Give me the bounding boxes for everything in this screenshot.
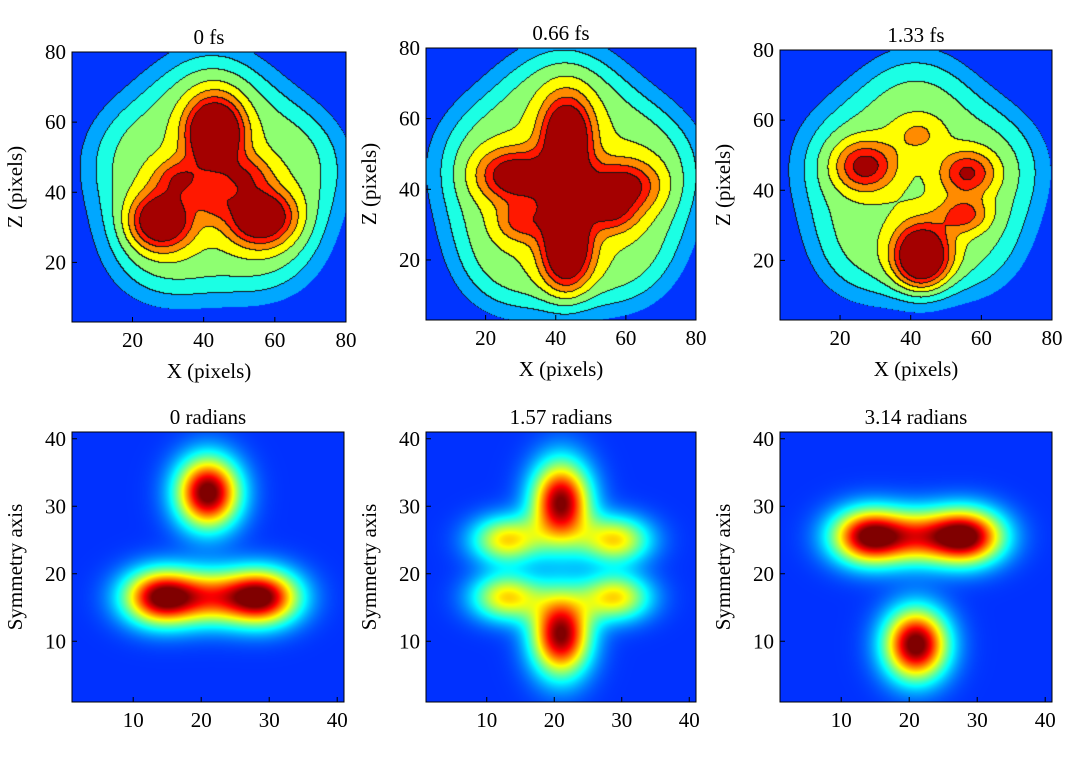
x-tick-label: 20 — [830, 326, 851, 350]
chart-title: 1.57 radians — [510, 405, 613, 429]
chart-panel-3: 20 40 60 80 20 40 60 80 1.33 fs X (pixels) Z (pixe… — [710, 10, 1063, 382]
y-tick-label: 80 — [45, 40, 66, 64]
chart-title: 0 fs — [194, 25, 225, 49]
x-tick-label: 20 — [122, 328, 143, 352]
x-tick-label: 40 — [900, 326, 921, 350]
x-tick-label: 40 — [545, 326, 566, 350]
y-axis-label: Z (pixels) — [357, 143, 381, 225]
chart-title: 0 radians — [170, 405, 246, 429]
plot-frame — [71, 51, 347, 323]
x-tick-label: 60 — [971, 326, 992, 350]
chart-panel-4: 10 20 30 40 10 20 30 40 0 radians Symmetry axis — [2, 392, 350, 764]
y-tick-label: 10 — [45, 629, 66, 653]
y-tick-label: 30 — [399, 494, 420, 518]
y-axis-label: Symmetry axis — [357, 504, 381, 631]
plot-frame — [425, 47, 697, 321]
heatmap-image — [780, 50, 1052, 320]
chart-title: 1.33 fs — [887, 23, 944, 47]
chart-title: 0.66 fs — [532, 21, 589, 45]
x-tick-label: 80 — [1042, 326, 1063, 350]
y-tick-label: 20 — [753, 562, 774, 586]
x-tick-label: 40 — [1035, 708, 1056, 732]
chart-svg-6: 10 20 30 40 10 20 30 40 3.14 radians Symmetry axi… — [711, 405, 1056, 732]
x-axis-label: X (pixels) — [167, 359, 252, 383]
x-tick-label: 80 — [686, 326, 707, 350]
y-tick-label: 20 — [399, 562, 420, 586]
heatmap-image — [72, 432, 344, 702]
chart-svg-1: 20 40 60 80 20 40 60 80 0 fs X (pixels) Z (pixels) — [3, 25, 357, 383]
x-tick-label: 20 — [544, 708, 565, 732]
x-tick-label: 60 — [615, 326, 636, 350]
x-tick-label: 30 — [259, 708, 280, 732]
x-tick-label: 30 — [967, 708, 988, 732]
chart-panel-1: 20 40 60 80 20 40 60 80 0 fs X (pixels) Z (pixels) — [2, 12, 357, 384]
y-tick-label: 40 — [45, 180, 66, 204]
x-tick-label: 60 — [264, 328, 285, 352]
plot-frame — [71, 431, 345, 703]
x-tick-label: 20 — [475, 326, 496, 350]
chart-svg-2: 20 40 60 80 20 40 60 80 0.66 fs X (pixels) Z (pixe… — [357, 21, 707, 381]
heatmap-image — [426, 48, 696, 320]
x-tick-label: 20 — [899, 708, 920, 732]
x-tick-label: 10 — [831, 708, 852, 732]
y-tick-label: 10 — [753, 629, 774, 653]
y-tick-label: 20 — [399, 248, 420, 272]
chart-title: 3.14 radians — [865, 405, 968, 429]
heatmap-image — [72, 52, 346, 322]
y-tick-label: 10 — [399, 629, 420, 653]
heatmap-image — [426, 432, 696, 702]
y-axis-label: Symmetry axis — [711, 504, 735, 631]
chart-panel-6: 10 20 30 40 10 20 30 40 3.14 radians Symmetry axi… — [710, 392, 1058, 764]
y-tick-label: 20 — [45, 562, 66, 586]
x-tick-label: 40 — [193, 328, 214, 352]
x-tick-label: 40 — [327, 708, 348, 732]
x-axis-label: X (pixels) — [874, 357, 959, 381]
y-tick-label: 60 — [45, 110, 66, 134]
y-axis-label: Z (pixels) — [711, 144, 735, 226]
x-tick-label: 10 — [123, 708, 144, 732]
chart-svg-3: 20 40 60 80 20 40 60 80 1.33 fs X (pixels) Z (pixe… — [711, 23, 1063, 381]
chart-panel-2: 20 40 60 80 20 40 60 80 0.66 fs X (pixels) Z (pixe… — [356, 8, 707, 382]
y-tick-label: 40 — [399, 427, 420, 451]
y-tick-label: 80 — [399, 36, 420, 60]
y-tick-label: 20 — [45, 250, 66, 274]
y-tick-label: 20 — [753, 248, 774, 272]
y-tick-label: 40 — [753, 427, 774, 451]
y-axis-label: Z (pixels) — [3, 146, 27, 228]
chart-svg-5: 10 20 30 40 10 20 30 40 1.57 radians Symmetry axi… — [357, 405, 700, 732]
x-tick-label: 30 — [611, 708, 632, 732]
plot-frame — [425, 431, 697, 703]
x-tick-label: 80 — [336, 328, 357, 352]
y-tick-label: 30 — [753, 494, 774, 518]
y-tick-label: 60 — [399, 107, 420, 131]
plot-frame — [779, 49, 1053, 321]
y-tick-label: 80 — [753, 38, 774, 62]
y-tick-label: 60 — [753, 108, 774, 132]
y-tick-label: 30 — [45, 494, 66, 518]
x-tick-label: 20 — [191, 708, 212, 732]
y-tick-label: 40 — [399, 177, 420, 201]
x-tick-label: 10 — [476, 708, 497, 732]
chart-panel-5: 10 20 30 40 10 20 30 40 1.57 radians Symmetry axi… — [356, 392, 702, 764]
y-tick-label: 40 — [45, 427, 66, 451]
x-tick-label: 40 — [679, 708, 700, 732]
heatmap-image — [780, 432, 1052, 702]
plot-frame — [779, 431, 1053, 703]
y-axis-label: Symmetry axis — [3, 504, 27, 631]
x-axis-label: X (pixels) — [519, 357, 604, 381]
y-tick-label: 40 — [753, 178, 774, 202]
chart-svg-4: 10 20 30 40 10 20 30 40 0 radians Symmetry axis — [3, 405, 348, 732]
